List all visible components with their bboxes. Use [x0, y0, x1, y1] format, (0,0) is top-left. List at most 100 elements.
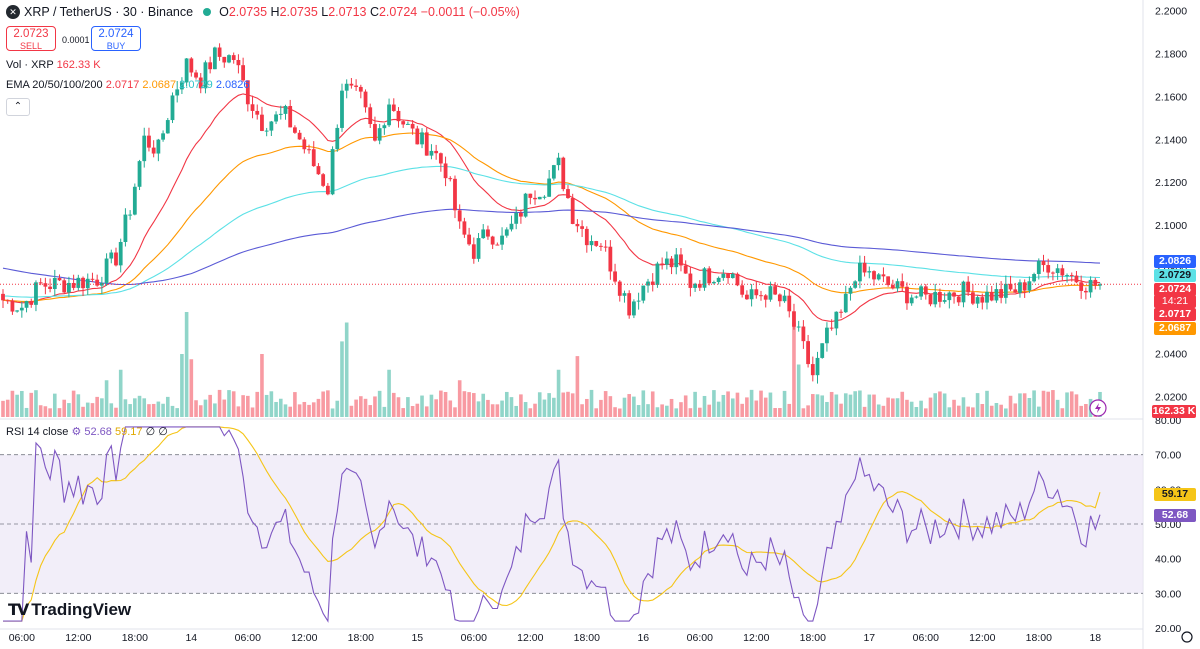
volume-bar [57, 408, 62, 417]
candle-body [448, 178, 453, 180]
volume-bar [858, 390, 862, 417]
settings-gear-icon[interactable] [1181, 631, 1193, 643]
ohlc-readout: O2.0735 H2.0735 L2.0713 C2.0724 −0.0011 … [219, 5, 520, 19]
candle-body [617, 281, 622, 296]
symbol-title[interactable]: XRP / TetherUS · 30 · Binance [24, 5, 194, 19]
volume-bar [429, 394, 434, 417]
candle-body [792, 311, 796, 327]
candle-body [679, 254, 683, 266]
candle-body [1074, 275, 1079, 283]
candle-body [834, 311, 839, 329]
volume-bar [142, 398, 147, 417]
candle-body [1, 293, 5, 301]
ema20-line [3, 93, 1101, 323]
volume-bar [307, 404, 311, 417]
volume-bar [128, 404, 132, 417]
candle-body [806, 341, 810, 365]
volume-bar [928, 397, 933, 417]
candle-body [1018, 282, 1022, 293]
candle-body [890, 285, 895, 289]
rsi-ma-tag: 59.17 [1154, 488, 1196, 501]
candle-body [321, 174, 326, 186]
rsi-tick-label: 20.00 [1155, 623, 1181, 635]
volume-bar [1051, 390, 1055, 417]
candle-body [109, 252, 114, 259]
price-tick-label: 2.0400 [1155, 349, 1187, 361]
candle-body [95, 279, 100, 286]
candle-body [1008, 283, 1013, 290]
candle-body [608, 246, 613, 272]
volume-bar [547, 393, 551, 417]
volume-bar [415, 403, 420, 417]
volume-bar [843, 393, 848, 417]
volume-bar [180, 354, 184, 417]
ema100-price-tag: 2.0729 [1154, 269, 1196, 282]
candle-body [876, 274, 881, 280]
volume-bar [806, 405, 810, 417]
volume-bar [123, 399, 128, 417]
rsi-legend[interactable]: RSI 14 close ⚙ 52.68 59.17 ∅ ∅ [6, 426, 168, 438]
volume-bar [349, 405, 354, 417]
volume-bar [900, 391, 905, 417]
candle-body [391, 104, 396, 111]
buy-button[interactable]: 2.0724 BUY [91, 26, 141, 51]
candle-body [208, 62, 213, 70]
price-tick-label: 2.2000 [1155, 6, 1187, 18]
time-tick-label: 17 [863, 632, 875, 644]
volume-bar [448, 400, 453, 417]
ema20-price-tag: 2.0717 [1154, 308, 1196, 321]
volume-bar [1069, 391, 1074, 417]
rsi-tick-label: 50.00 [1155, 519, 1181, 531]
volume-value-tag: 162.33 K [1152, 405, 1196, 418]
volume-bar [495, 404, 500, 417]
volume-bar [985, 390, 989, 417]
volume-bar [118, 369, 123, 417]
sell-button[interactable]: 2.0723 SELL [6, 26, 56, 51]
volume-legend[interactable]: Vol · XRP 162.33 K [6, 59, 101, 71]
volume-bar [29, 392, 34, 417]
candle-body [768, 286, 773, 300]
candle-body [62, 280, 67, 293]
candle-body [81, 277, 85, 289]
ema-legend[interactable]: EMA 20/50/100/200 2.0717 2.0687 2.0729 2… [6, 79, 250, 91]
volume-bar [1008, 395, 1013, 417]
volume-bar [269, 391, 274, 417]
ema200-line [2, 208, 1101, 286]
volume-bar [500, 400, 504, 417]
volume-bar [165, 396, 170, 417]
candle-body [796, 326, 801, 328]
volume-bar [1, 400, 5, 417]
candle-body [1041, 260, 1046, 266]
candle-body [438, 153, 443, 164]
candle-body [1046, 265, 1051, 273]
candle-body [867, 271, 872, 273]
tradingview-logo[interactable]: 𝗧𝗩 TradingView [8, 600, 132, 619]
volume-bar [646, 404, 650, 417]
volume-bar [81, 406, 85, 417]
candle-body [518, 212, 523, 217]
volume-bar [100, 398, 104, 417]
candle-body [533, 197, 537, 200]
collapse-legend-button[interactable]: ⌃ [6, 98, 30, 116]
candle-body [231, 55, 236, 60]
candle-body [985, 291, 989, 303]
candle-body [255, 110, 260, 115]
volume-bar [947, 407, 952, 417]
volume-bar [961, 397, 966, 417]
volume-bar [387, 369, 391, 417]
candle-body [264, 130, 269, 132]
candle-body [170, 95, 175, 121]
candle-body [330, 149, 335, 195]
candle-body [302, 139, 307, 150]
volume-bar [876, 404, 881, 417]
candle-body [307, 149, 311, 151]
volume-bar [589, 389, 594, 417]
candle-body [829, 327, 834, 329]
tv-logo-icon: 𝗧𝗩 [8, 602, 29, 619]
candle-body [471, 244, 476, 259]
volume-bar [43, 406, 48, 417]
candle-body [914, 296, 919, 298]
volume-bar [24, 407, 29, 417]
volume-bar [688, 408, 693, 417]
